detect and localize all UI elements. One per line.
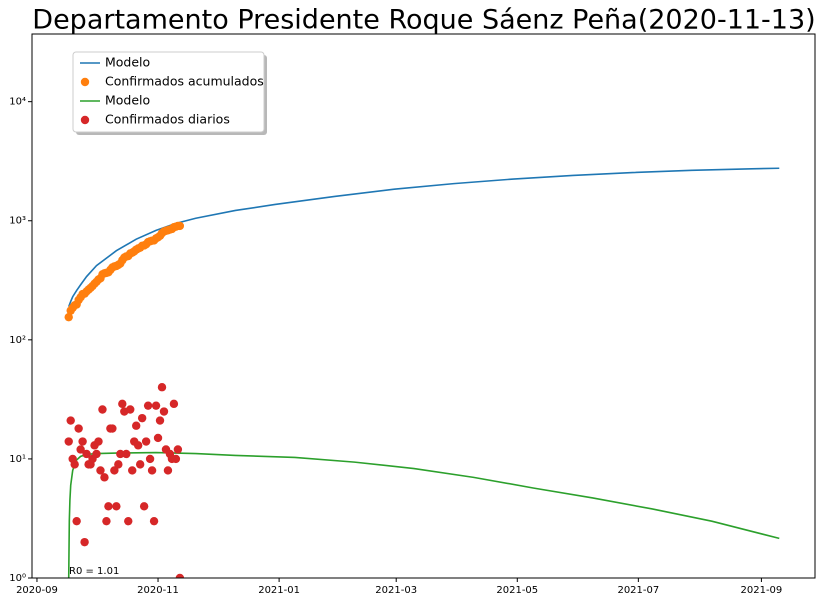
data-point [135, 460, 145, 469]
data-point [153, 433, 163, 443]
legend-label: Modelo [105, 55, 150, 70]
data-point [64, 437, 73, 446]
data-point [104, 502, 113, 511]
data-point [147, 466, 157, 475]
legend-swatch [80, 77, 90, 87]
data-point [96, 466, 105, 475]
data-point [80, 537, 89, 547]
data-point [137, 413, 147, 423]
data-point [173, 445, 183, 454]
data-point [149, 516, 159, 526]
data-point [102, 516, 111, 526]
data-point [159, 407, 169, 416]
x-tick-label: 2020-11 [137, 585, 179, 596]
data-point [171, 454, 181, 464]
data-point [126, 405, 135, 414]
data-point [122, 449, 131, 459]
axes-frame [31, 33, 816, 579]
data-point [76, 445, 85, 454]
data-point [151, 401, 161, 410]
data-point [169, 399, 179, 409]
data-point [163, 466, 173, 475]
data-point [175, 221, 185, 231]
data-point [114, 460, 123, 469]
data-point [82, 449, 91, 459]
data-point [112, 502, 121, 511]
x-tick-label: 2021-03 [375, 585, 417, 596]
data-point [175, 573, 185, 578]
y-tick-label: 10² [9, 335, 26, 346]
data-point [118, 399, 127, 409]
data-point [94, 437, 103, 446]
legend: Modelo Confirmados acumulados Modelo Confir… [72, 51, 267, 135]
data-point [98, 405, 107, 414]
data-point [155, 416, 165, 425]
data-point [110, 466, 119, 475]
legend-swatch [80, 115, 90, 125]
data-point [116, 449, 125, 459]
model-line [67, 167, 780, 307]
data-point [145, 454, 155, 464]
data-point [74, 424, 83, 433]
x-tick-label: 2021-05 [496, 585, 538, 596]
y-tick-label: 10⁴ [9, 97, 26, 108]
x-tick-label: 2021-09 [741, 585, 783, 596]
x-tick-label: 2020-09 [16, 585, 58, 596]
data-point [64, 312, 73, 322]
x-tick-label: 2021-07 [617, 585, 659, 596]
data-point [124, 516, 133, 526]
y-tick-label: 10³ [9, 216, 26, 227]
model-line [67, 451, 780, 578]
y-tick-label: 10¹ [9, 454, 26, 465]
data-point [132, 421, 141, 430]
data-point [66, 416, 75, 425]
legend-label: Confirmados acumulados [105, 74, 264, 89]
data-point [92, 449, 101, 459]
data-point [141, 437, 151, 446]
data-point [128, 466, 137, 475]
plot-area [64, 167, 780, 578]
data-point [133, 441, 143, 450]
data-point [157, 383, 167, 392]
legend-label: Confirmados diarios [105, 112, 230, 127]
data-point [70, 460, 79, 469]
legend-box [72, 51, 265, 133]
legend-label: Modelo [105, 93, 150, 108]
x-tick-label: 2021-01 [258, 585, 300, 596]
y-tick-label: 10⁰ [9, 573, 26, 584]
data-point [78, 437, 87, 446]
annotation: R0 = 1.01 [69, 566, 119, 577]
data-point [108, 424, 117, 433]
data-point [139, 502, 149, 511]
data-point [72, 516, 81, 526]
data-point [143, 401, 153, 410]
data-point [100, 473, 109, 482]
chart-title: Departamento Presidente Roque Sáenz Peña… [32, 5, 815, 36]
